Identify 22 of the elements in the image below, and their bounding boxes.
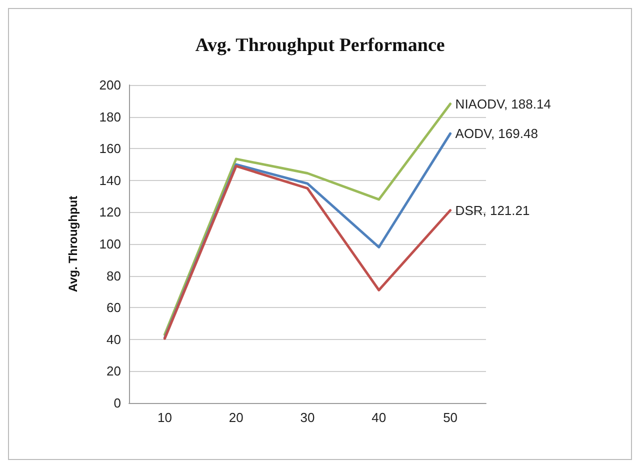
y-tick-label: 100 xyxy=(99,236,121,252)
x-tick-label: 10 xyxy=(157,410,172,425)
y-tick-label: 200 xyxy=(99,78,121,92)
chart-title: Avg. Throughput Performance xyxy=(195,35,445,56)
x-tick-label: 20 xyxy=(228,410,244,425)
x-tick-label: 30 xyxy=(300,410,315,425)
line-series xyxy=(163,164,452,340)
y-tick-label: 20 xyxy=(106,364,121,379)
y-tick-label: 60 xyxy=(106,300,121,316)
y-tick-label: 140 xyxy=(99,172,121,188)
x-tick-label: 50 xyxy=(443,410,458,425)
y-tick-label: 0 xyxy=(114,396,121,410)
x-tick-label: 40 xyxy=(372,410,386,425)
y-tick-label: 120 xyxy=(99,204,121,220)
y-tick-label: 80 xyxy=(106,268,121,284)
data-label: AODV, 169.48 xyxy=(455,126,538,142)
y-tick-label: 180 xyxy=(99,109,121,124)
y-tick-label: 40 xyxy=(106,332,121,347)
data-label: NIAODV, 188.14 xyxy=(455,96,551,112)
y-axis-title: Avg. Throughput xyxy=(66,196,80,292)
y-tick-label: 160 xyxy=(99,141,121,156)
data-label: DSR, 121.21 xyxy=(455,202,530,218)
